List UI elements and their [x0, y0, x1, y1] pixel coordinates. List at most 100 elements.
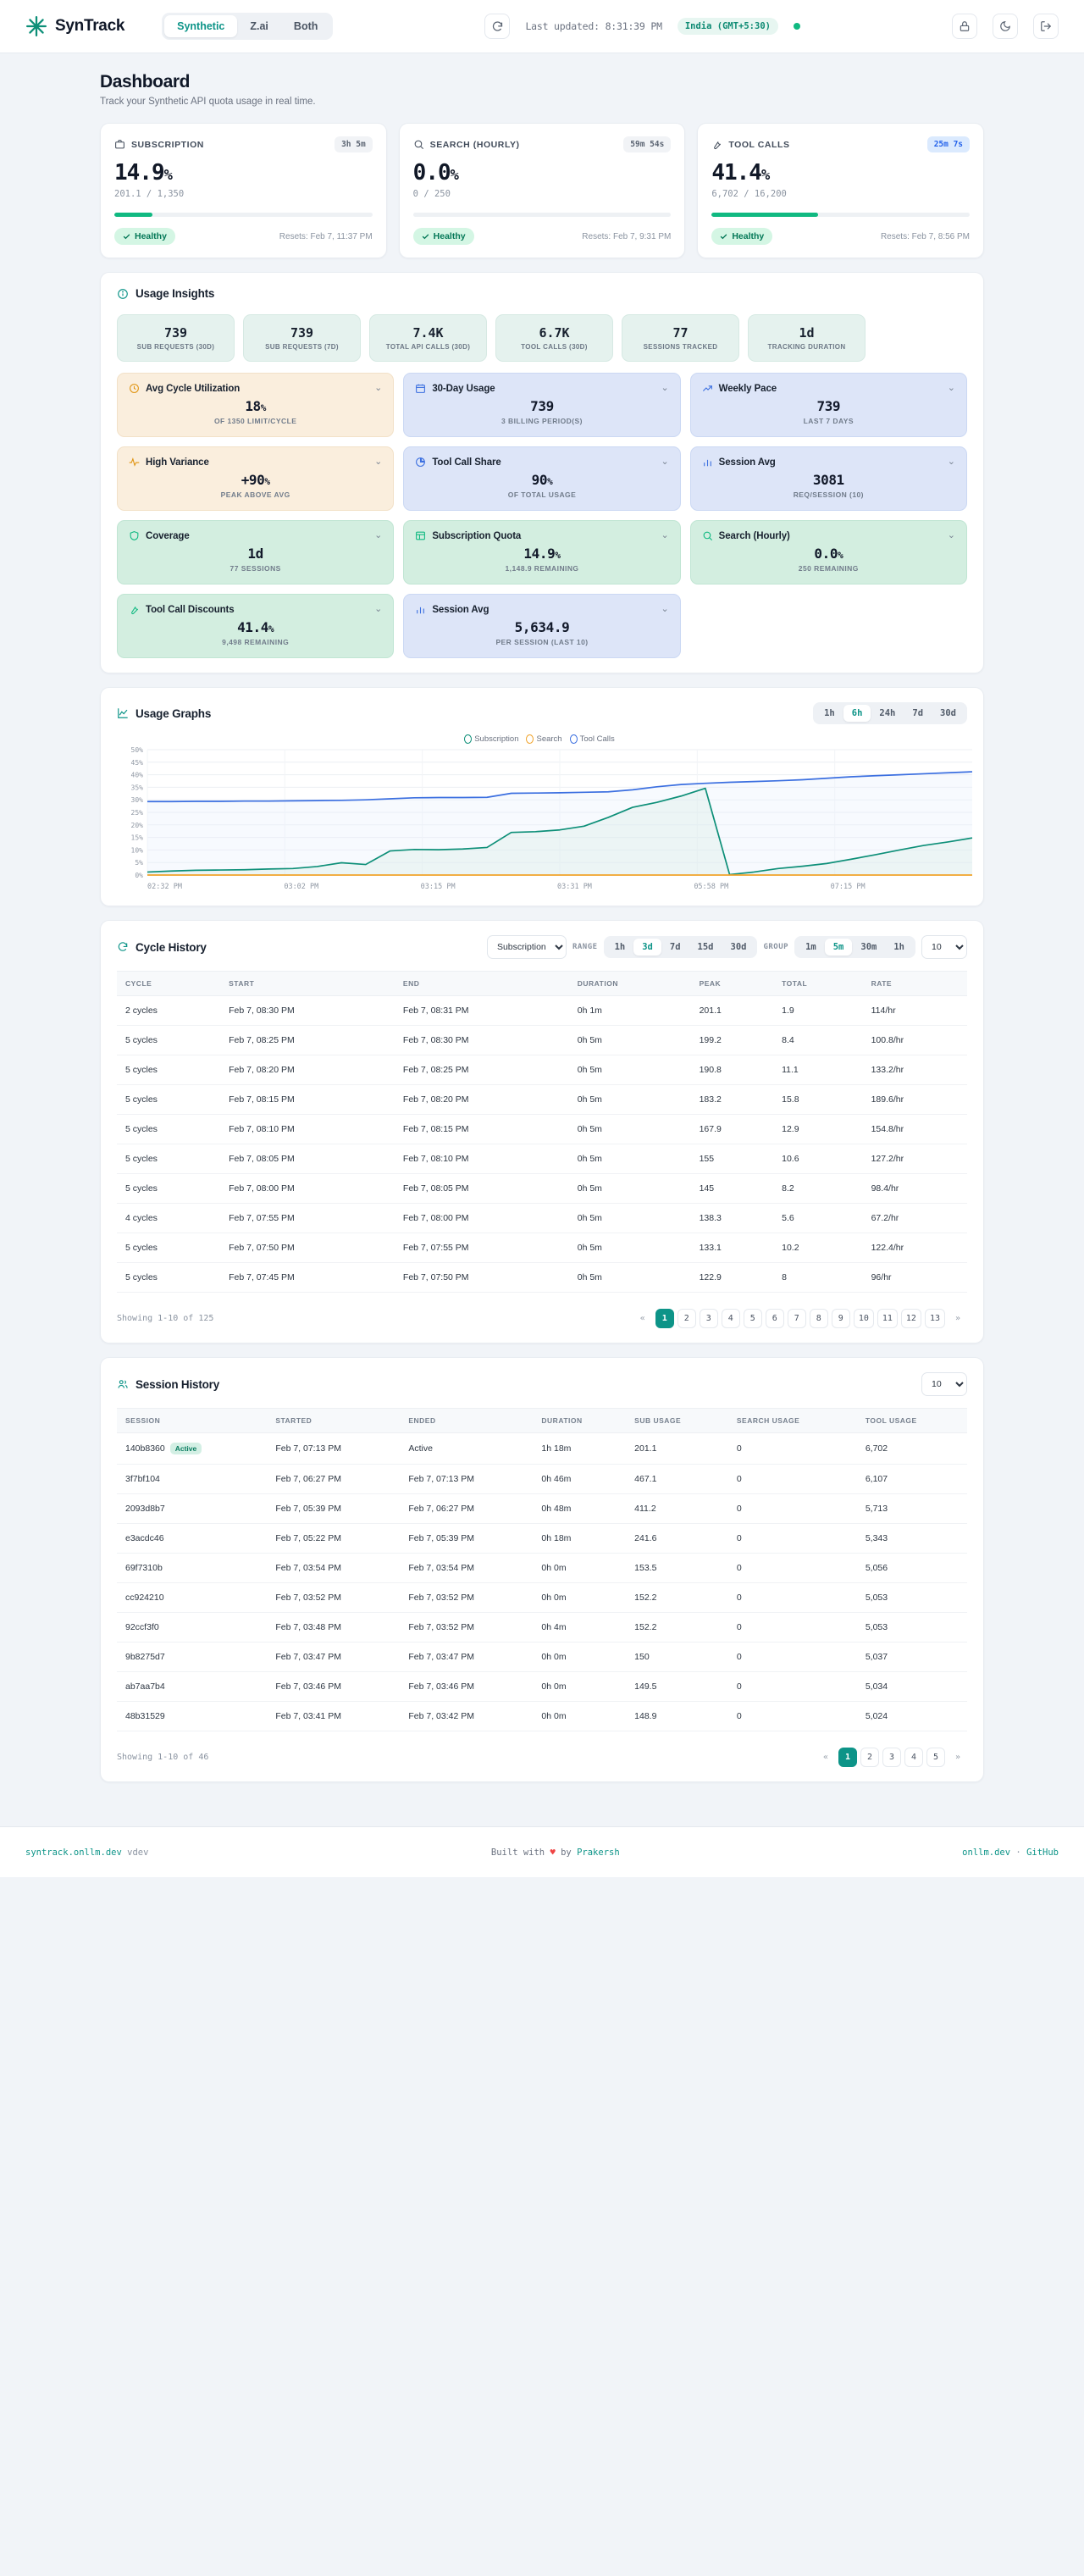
author-link[interactable]: Prakersh [577, 1847, 620, 1858]
table-row[interactable]: 140b8360 Active Feb 7, 07:13 PM Active 1h 18… [117, 1432, 967, 1465]
page-button-2[interactable]: 2 [860, 1748, 879, 1767]
page-button-11[interactable]: 11 [877, 1309, 898, 1328]
site-link[interactable]: syntrack.onllm.dev [25, 1847, 122, 1858]
cycle-range-15d[interactable]: 15d [697, 942, 714, 952]
tab-zai[interactable]: Z.ai [250, 20, 268, 32]
chevron-down-icon[interactable]: ⌄ [374, 530, 383, 540]
chart-range-1h[interactable]: 1h [824, 708, 835, 718]
lock-button[interactable] [952, 14, 978, 39]
table-row[interactable]: 5 cycles Feb 7, 08:15 PM Feb 7, 08:20 PM 0h… [117, 1084, 967, 1115]
cycle-metric-select[interactable]: Subscription Search Tool Calls [486, 935, 567, 959]
cycle-range-30d[interactable]: 30d [730, 942, 747, 952]
insight-card-30-day-usage[interactable]: 30-Day Usage ⌄ 739 3 BILLING PERIOD(S) [403, 373, 681, 437]
github-link[interactable]: GitHub [1026, 1847, 1059, 1858]
table-row[interactable]: 5 cycles Feb 7, 08:10 PM Feb 7, 08:15 PM 0h… [117, 1114, 967, 1144]
insight-card-tool-call-share[interactable]: Tool Call Share ⌄ 90% OF TOTAL USAGE [403, 446, 681, 511]
chevron-down-icon[interactable]: ⌄ [374, 383, 383, 393]
prev-page-button[interactable]: « [633, 1309, 652, 1328]
logout-button[interactable] [1033, 14, 1059, 39]
onllm-link[interactable]: onllm.dev [962, 1847, 1011, 1858]
cycle-group-30m[interactable]: 30m [860, 942, 877, 952]
tab-both[interactable]: Both [293, 20, 318, 32]
insight-card-high-variance[interactable]: High Variance ⌄ +90% PEAK ABOVE AVG [117, 446, 395, 511]
insight-card-weekly-pace[interactable]: Weekly Pace ⌄ 739 LAST 7 DAYS [689, 373, 967, 437]
page-button-3[interactable]: 3 [699, 1309, 718, 1328]
table-row[interactable]: 69f7310b Feb 7, 03:54 PM Feb 7, 03:54 PM 0h… [117, 1553, 967, 1583]
insight-card-search-hourly[interactable]: Search (Hourly) ⌄ 0.0% 250 REMAINING [689, 520, 967, 584]
wrench-icon [714, 141, 722, 150]
table-row[interactable]: 9b8275d7 Feb 7, 03:47 PM Feb 7, 03:47 PM 0h… [117, 1642, 967, 1672]
chevron-down-icon[interactable]: ⌄ [661, 530, 669, 540]
page-button-7[interactable]: 7 [787, 1309, 806, 1328]
chart-range-6h[interactable]: 6h [843, 705, 871, 722]
page-button-3[interactable]: 3 [882, 1748, 901, 1767]
refresh-button[interactable] [484, 14, 511, 39]
table-row[interactable]: 2093d8b7 Feb 7, 05:39 PM Feb 7, 06:27 PM 0h… [117, 1493, 967, 1524]
insight-subtext: 250 REMAINING [798, 564, 859, 573]
table-cell: 0h 5m [568, 1262, 691, 1293]
chevron-down-icon[interactable]: ⌄ [947, 383, 955, 393]
chevron-down-icon[interactable]: ⌄ [661, 383, 669, 393]
chevron-down-icon[interactable]: ⌄ [661, 457, 669, 467]
insight-card-subscription-quota[interactable]: Subscription Quota ⌄ 14.9% 1,148.9 REMAI… [403, 520, 681, 584]
cycle-group-1h[interactable]: 1h [893, 942, 904, 952]
page-button-6[interactable]: 6 [765, 1309, 784, 1328]
chevron-down-icon[interactable]: ⌄ [947, 530, 955, 540]
table-row[interactable]: 48b31529 Feb 7, 03:41 PM Feb 7, 03:42 PM 0h… [117, 1701, 967, 1731]
page-button-4[interactable]: 4 [721, 1309, 740, 1328]
table-row[interactable]: 5 cycles Feb 7, 07:50 PM Feb 7, 07:55 PM 0h… [117, 1233, 967, 1263]
page-button-5[interactable]: 5 [743, 1309, 762, 1328]
mini-stat: 77 SESSIONS TRACKED [622, 314, 739, 362]
table-row[interactable]: 5 cycles Feb 7, 08:05 PM Feb 7, 08:10 PM 0h… [117, 1144, 967, 1174]
table-row[interactable]: 5 cycles Feb 7, 07:45 PM Feb 7, 07:50 PM 0h… [117, 1262, 967, 1293]
chevron-down-icon[interactable]: ⌄ [374, 604, 383, 614]
insight-card-session-avg-per-session[interactable]: Session Avg ⌄ 5,634.9 PER SESSION (LAST … [403, 594, 681, 658]
table-row[interactable]: cc924210 Feb 7, 03:52 PM Feb 7, 03:52 PM 0h… [117, 1582, 967, 1613]
page-button-1[interactable]: 1 [655, 1309, 674, 1328]
table-row[interactable]: 92ccf3f0 Feb 7, 03:48 PM Feb 7, 03:52 PM 0h… [117, 1612, 967, 1643]
page-button-2[interactable]: 2 [677, 1309, 696, 1328]
table-row[interactable]: e3acdc46 Feb 7, 05:22 PM Feb 7, 05:39 PM 0h… [117, 1523, 967, 1554]
tab-synthetic[interactable]: Synthetic [164, 15, 238, 37]
bar-chart-icon [417, 607, 425, 614]
table-row[interactable]: 5 cycles Feb 7, 08:00 PM Feb 7, 08:05 PM 0h… [117, 1173, 967, 1204]
insight-title: Session Avg [718, 457, 776, 468]
insight-card-tool-call-discounts[interactable]: Tool Call Discounts ⌄ 41.4% 9,498 REMAIN… [117, 594, 395, 658]
cycle-group-5m[interactable]: 5m [824, 939, 853, 956]
page-button-10[interactable]: 10 [853, 1309, 874, 1328]
page-button-12[interactable]: 12 [900, 1309, 921, 1328]
table-row[interactable]: 2 cycles Feb 7, 08:30 PM Feb 7, 08:31 PM 0h… [117, 995, 967, 1026]
next-page-button[interactable]: » [948, 1748, 967, 1767]
page-button-9[interactable]: 9 [831, 1309, 850, 1328]
cycle-range-7d[interactable]: 7d [669, 942, 681, 952]
chart-range-7d[interactable]: 7d [912, 708, 924, 718]
next-page-button[interactable]: » [948, 1309, 967, 1328]
prev-page-button[interactable]: « [816, 1748, 835, 1767]
session-page-size-select[interactable]: 10 25 50 100 [921, 1372, 967, 1396]
theme-toggle-button[interactable] [993, 14, 1019, 39]
chart-range-30d[interactable]: 30d [940, 708, 956, 718]
page-button-8[interactable]: 8 [809, 1309, 828, 1328]
table-row[interactable]: 5 cycles Feb 7, 08:20 PM Feb 7, 08:25 PM 0h… [117, 1055, 967, 1085]
table-row[interactable]: 5 cycles Feb 7, 08:25 PM Feb 7, 08:30 PM 0h… [117, 1025, 967, 1055]
chevron-down-icon[interactable]: ⌄ [374, 457, 383, 467]
page-button-5[interactable]: 5 [926, 1748, 945, 1767]
page-button-4[interactable]: 4 [904, 1748, 923, 1767]
table-row[interactable]: ab7aa7b4 Feb 7, 03:46 PM Feb 7, 03:46 PM 0h… [117, 1671, 967, 1702]
page-button-13[interactable]: 13 [924, 1309, 945, 1328]
insight-card-coverage[interactable]: Coverage ⌄ 1d 77 SESSIONS [117, 520, 395, 584]
table-row[interactable]: 4 cycles Feb 7, 07:55 PM Feb 7, 08:00 PM 0h… [117, 1203, 967, 1233]
table-cell: Feb 7, 08:30 PM [220, 995, 395, 1026]
chevron-down-icon[interactable]: ⌄ [661, 604, 669, 614]
insight-card-avg-cycle-utilization[interactable]: Avg Cycle Utilization ⌄ 18% OF 1350 LIMI… [117, 373, 395, 437]
insight-title: Weekly Pace [718, 383, 777, 394]
table-row[interactable]: 3f7bf104 Feb 7, 06:27 PM Feb 7, 07:13 PM 0h… [117, 1464, 967, 1494]
chart-range-24h[interactable]: 24h [879, 708, 896, 718]
cycle-page-size-select[interactable]: 10 25 50 100 [921, 935, 967, 959]
page-button-1[interactable]: 1 [838, 1748, 857, 1767]
cycle-range-1h[interactable]: 1h [614, 942, 626, 952]
chevron-down-icon[interactable]: ⌄ [947, 457, 955, 467]
cycle-group-1m[interactable]: 1m [805, 942, 816, 952]
cycle-range-3d[interactable]: 3d [633, 939, 661, 956]
insight-card-session-avg-req[interactable]: Session Avg ⌄ 3081 REQ/SESSION (10) [689, 446, 967, 511]
